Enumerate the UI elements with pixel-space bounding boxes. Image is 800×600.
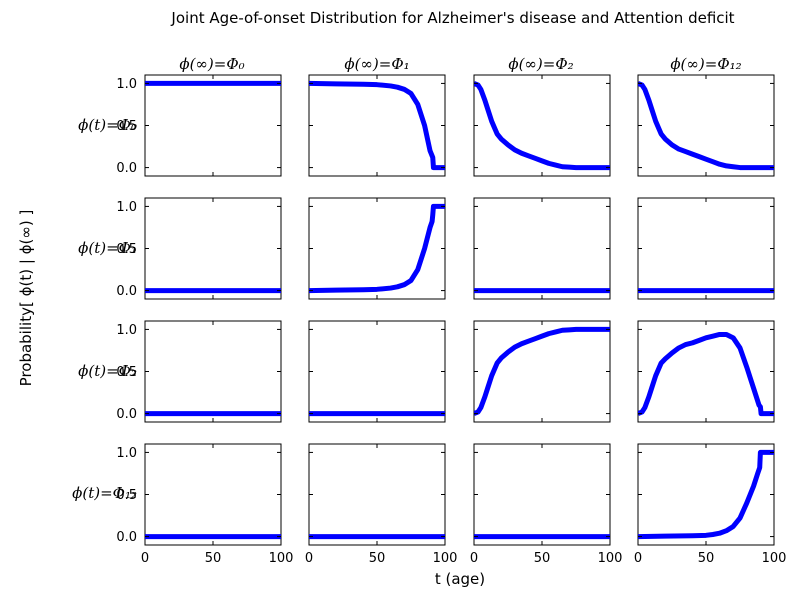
- row-label: ϕ(t)=Φ₁: [78, 239, 137, 257]
- chart-title: Joint Age-of-onset Distribution for Alzh…: [170, 9, 734, 27]
- y-tick-label: 0.5: [116, 365, 137, 380]
- panel: [637, 320, 775, 423]
- column-label: ϕ(∞)=Φ₁₂: [670, 55, 741, 73]
- panel-frame: [144, 320, 282, 423]
- x-tick-label: 100: [269, 551, 294, 566]
- row-label: ϕ(t)=Φ₀: [78, 116, 137, 134]
- panel: 0 50 100: [470, 443, 623, 566]
- row-label: ϕ(t)=Φ₂: [78, 362, 137, 380]
- panel-frame: [308, 320, 446, 423]
- column-label: ϕ(∞)=Φ₂: [508, 55, 573, 73]
- column-label: ϕ(∞)=Φ₀: [179, 55, 244, 73]
- y-tick-label: 0.5: [116, 488, 137, 503]
- panel: 0 50 100: [305, 443, 458, 566]
- panel: 0 50 100 0.0 0.5 1.0: [116, 443, 294, 566]
- y-axis-label: Probability[ ϕ(t) | ϕ(∞) ]: [17, 210, 35, 387]
- series-line: [638, 81, 774, 171]
- x-tick-label: 100: [762, 551, 787, 566]
- panel-frame: [637, 443, 775, 546]
- x-tick-label: 0: [141, 551, 149, 566]
- panel: [473, 320, 611, 423]
- x-tick-label: 0: [470, 551, 478, 566]
- panel: [308, 197, 446, 300]
- panel: [637, 197, 775, 300]
- row-label: ϕ(t)=Φ₁₂: [72, 484, 137, 502]
- panel-frame: [144, 197, 282, 300]
- x-tick-label: 50: [698, 551, 715, 566]
- series-line: [474, 81, 610, 171]
- panel: 0 50 100: [634, 443, 787, 566]
- panel-frame: [308, 443, 446, 546]
- x-tick-label: 0: [634, 551, 642, 566]
- y-tick-label: 1.0: [116, 200, 137, 215]
- series-line: [638, 449, 774, 540]
- panel-frame: [473, 197, 611, 300]
- series-line: [638, 331, 774, 417]
- panel-frame: [144, 443, 282, 546]
- panel-frame: [637, 197, 775, 300]
- x-tick-label: 0: [305, 551, 313, 566]
- x-tick-label: 100: [598, 551, 623, 566]
- panel: 0.0 0.5 1.0: [116, 74, 282, 177]
- y-tick-label: 0.0: [116, 161, 137, 176]
- panel: [637, 74, 775, 177]
- y-tick-label: 1.0: [116, 77, 137, 92]
- x-tick-label: 50: [205, 551, 222, 566]
- x-tick-label: 50: [369, 551, 386, 566]
- series-line: [474, 326, 610, 416]
- panel: [473, 197, 611, 300]
- x-axis-label: t (age): [435, 570, 485, 588]
- panel: [473, 74, 611, 177]
- panel-frame: [144, 74, 282, 177]
- column-label: ϕ(∞)=Φ₁: [344, 55, 409, 73]
- y-tick-label: 0.0: [116, 284, 137, 299]
- y-tick-label: 1.0: [116, 323, 137, 338]
- y-tick-label: 1.0: [116, 446, 137, 461]
- y-tick-label: 0.0: [116, 407, 137, 422]
- series-line: [309, 80, 445, 171]
- x-tick-label: 100: [433, 551, 458, 566]
- panel: 0.0 0.5 1.0: [116, 320, 282, 423]
- x-tick-label: 50: [534, 551, 551, 566]
- panel-frame: [473, 443, 611, 546]
- panel: 0.0 0.5 1.0: [116, 197, 282, 300]
- y-tick-label: 0.0: [116, 530, 137, 545]
- panel: [308, 74, 446, 177]
- y-tick-label: 0.5: [116, 119, 137, 134]
- panel: [308, 320, 446, 423]
- series-line: [309, 203, 445, 294]
- y-tick-label: 0.5: [116, 242, 137, 257]
